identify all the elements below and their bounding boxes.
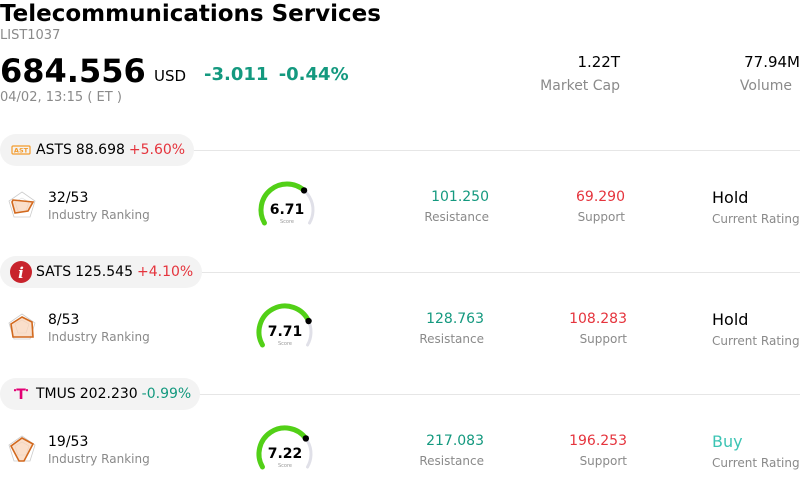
current-rating: Hold bbox=[712, 188, 749, 207]
industry-ranking-label: Industry Ranking bbox=[48, 330, 150, 344]
stock-price: 88.698 bbox=[75, 142, 125, 158]
stock-pill-tmus[interactable]: T TMUS 202.230 -0.99% bbox=[0, 378, 201, 410]
support-label: Support bbox=[579, 454, 627, 468]
score-label: Score bbox=[280, 219, 294, 225]
current-rating-label: Current Rating bbox=[712, 456, 800, 470]
svg-text:AST: AST bbox=[14, 147, 29, 155]
stock-pill-asts[interactable]: AST ASTS 88.698 +5.60% bbox=[0, 134, 195, 166]
gauge-fill bbox=[258, 181, 307, 226]
market-cap-value: 1.22T bbox=[577, 53, 620, 71]
resistance-value: 101.250 bbox=[431, 189, 489, 205]
gauge-marker bbox=[305, 317, 312, 325]
stock-change: +4.10% bbox=[136, 264, 194, 280]
stock-pill-sats[interactable]: i SATS 125.545 +4.10% bbox=[0, 256, 203, 288]
gauge-marker bbox=[302, 435, 310, 442]
market-cap-label: Market Cap bbox=[540, 78, 620, 94]
support-value: 196.253 bbox=[569, 433, 627, 449]
score-gauge: 6.71 Score bbox=[258, 181, 315, 226]
list-code: LIST1037 bbox=[0, 28, 61, 43]
support-label: Support bbox=[579, 332, 627, 346]
page-title: Telecommunications Services bbox=[0, 1, 381, 27]
ranking-radar-icon bbox=[8, 435, 36, 462]
stock-ticker: ASTS bbox=[36, 142, 72, 158]
svg-text:i: i bbox=[18, 264, 24, 282]
support-value: 69.290 bbox=[576, 189, 625, 205]
gauge-marker bbox=[300, 187, 308, 194]
stock-price: 125.545 bbox=[75, 264, 133, 280]
score-value: 7.71 bbox=[268, 324, 303, 340]
volume-value: 77.94M bbox=[744, 53, 800, 71]
score-gauge: 7.71 Score bbox=[256, 303, 313, 348]
current-rating: Buy bbox=[712, 432, 743, 451]
resistance-label: Resistance bbox=[419, 332, 484, 346]
timestamp: 04/02, 13:15 ( ET ) bbox=[0, 90, 122, 105]
score-value: 7.22 bbox=[268, 446, 303, 462]
change-percent: -0.44% bbox=[278, 64, 349, 85]
resistance-value: 128.763 bbox=[426, 311, 484, 327]
score-label: Score bbox=[278, 341, 292, 347]
stock-ticker: SATS bbox=[36, 264, 72, 280]
stock-change: -0.99% bbox=[141, 386, 192, 402]
stock-change: +5.60% bbox=[128, 142, 186, 158]
asts-logo-icon: AST bbox=[10, 139, 32, 161]
ranking-radar-icon bbox=[8, 191, 36, 218]
industry-rank: 19/53 bbox=[48, 434, 89, 450]
svg-text:T: T bbox=[16, 387, 26, 402]
industry-ranking-label: Industry Ranking bbox=[48, 208, 150, 222]
score-gauge: 7.22 Score bbox=[256, 425, 313, 470]
industry-rank: 32/53 bbox=[48, 190, 89, 206]
tmus-logo-icon: T bbox=[10, 383, 32, 405]
resistance-label: Resistance bbox=[419, 454, 484, 468]
row-divider bbox=[192, 150, 800, 151]
gauge-fill bbox=[256, 425, 309, 470]
sats-logo-icon: i bbox=[10, 261, 32, 283]
stock-price: 202.230 bbox=[79, 386, 138, 402]
row-divider bbox=[198, 394, 800, 395]
index-price: 684.556 bbox=[0, 52, 146, 90]
current-rating-label: Current Rating bbox=[712, 212, 800, 226]
volume-label: Volume bbox=[739, 78, 792, 94]
gauge-fill bbox=[256, 303, 312, 348]
change-value: -3.011 bbox=[204, 64, 269, 85]
stock-ticker: TMUS bbox=[36, 386, 76, 402]
score-value: 6.71 bbox=[270, 202, 305, 218]
current-rating: Hold bbox=[712, 310, 749, 329]
ranking-radar-icon bbox=[8, 313, 36, 340]
resistance-label: Resistance bbox=[424, 210, 489, 224]
row-divider bbox=[200, 272, 800, 273]
support-label: Support bbox=[577, 210, 625, 224]
industry-ranking-label: Industry Ranking bbox=[48, 452, 150, 466]
support-value: 108.283 bbox=[569, 311, 627, 327]
score-label: Score bbox=[278, 463, 292, 469]
index-change: -3.011 -0.44% bbox=[204, 64, 349, 85]
industry-rank: 8/53 bbox=[48, 312, 80, 328]
currency-label: USD bbox=[154, 67, 187, 85]
resistance-value: 217.083 bbox=[426, 433, 484, 449]
current-rating-label: Current Rating bbox=[712, 334, 800, 348]
